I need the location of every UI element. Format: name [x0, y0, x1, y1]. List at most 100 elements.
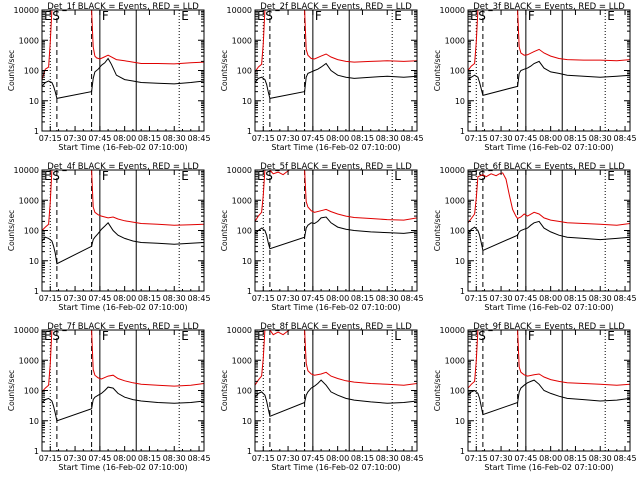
- x-tick-label: 08:45: [614, 134, 637, 143]
- x-tick-label: 08:15: [564, 294, 587, 303]
- y-tick-label: 100: [24, 227, 39, 236]
- event-marker-label: E: [44, 329, 52, 343]
- x-tick-label: 08:45: [188, 454, 211, 463]
- x-tick-label: 08:45: [614, 454, 637, 463]
- chart-title: Det_5f BLACK = Events, RED = LLD: [260, 162, 412, 172]
- x-axis-label: Start Time (16-Feb-02 07:10:00): [271, 143, 400, 152]
- y-tick-label: 1000: [232, 356, 252, 365]
- x-tick-label: 07:30: [64, 134, 87, 143]
- event-marker-label: F: [528, 329, 535, 343]
- lld-series-line: [42, 330, 204, 393]
- x-tick-label: 08:45: [188, 294, 211, 303]
- y-tick-label: 10: [455, 97, 465, 106]
- y-tick-label: 1000: [19, 196, 39, 205]
- lld-series-line: [468, 172, 630, 226]
- x-tick-label: 08:15: [564, 454, 587, 463]
- y-axis-label: Counts/sec: [433, 210, 442, 251]
- x-axis-label: Start Time (16-Feb-02 07:10:00): [271, 463, 400, 472]
- events-series-line: [255, 216, 417, 250]
- events-series-line: [42, 222, 204, 265]
- x-tick-label: 08:15: [351, 454, 374, 463]
- y-tick-label: 1: [460, 447, 465, 456]
- y-tick-label: 10: [242, 97, 252, 106]
- chart-title: Det_1f BLACK = Events, RED = LLD: [47, 2, 199, 12]
- y-tick-label: 1: [460, 287, 465, 296]
- x-tick-label: 08:00: [539, 454, 562, 463]
- y-tick-label: 100: [237, 387, 252, 396]
- y-axis-label: Counts/sec: [220, 370, 229, 411]
- event-marker-label: E: [394, 9, 402, 23]
- event-marker-label: S: [478, 329, 486, 343]
- x-tick-label: 08:15: [351, 294, 374, 303]
- y-tick-label: 10000: [440, 6, 465, 15]
- event-marker-label: L: [394, 169, 401, 183]
- y-tick-label: 1000: [445, 36, 465, 45]
- lld-series-line: [42, 170, 204, 231]
- x-tick-label: 08:45: [188, 134, 211, 143]
- x-tick-label: 07:45: [301, 454, 324, 463]
- x-tick-label: 07:30: [490, 454, 513, 463]
- x-tick-label: 08:30: [589, 294, 612, 303]
- x-tick-label: 07:15: [39, 454, 62, 463]
- events-series-line: [255, 379, 417, 417]
- event-marker-label: F: [528, 9, 535, 23]
- events-series-line: [468, 379, 630, 416]
- chart-title: Det_7f BLACK = Events, RED = LLD: [47, 322, 199, 332]
- event-marker-label: S: [478, 9, 486, 23]
- x-tick-label: 08:00: [326, 134, 349, 143]
- x-tick-label: 07:30: [277, 454, 300, 463]
- y-tick-label: 10: [29, 97, 39, 106]
- y-tick-label: 1: [34, 447, 39, 456]
- y-axis-label: Counts/sec: [220, 210, 229, 251]
- y-tick-label: 1000: [232, 36, 252, 45]
- event-marker-label: E: [470, 329, 478, 343]
- chart-title: Det_3f BLACK = Events, RED = LLD: [473, 2, 625, 12]
- event-marker-label: E: [470, 9, 478, 23]
- y-tick-label: 10000: [227, 6, 252, 15]
- event-marker-label: E: [607, 169, 615, 183]
- y-tick-label: 100: [237, 67, 252, 76]
- x-tick-label: 07:45: [514, 294, 537, 303]
- event-marker-label: F: [315, 9, 322, 23]
- x-tick-label: 08:30: [589, 454, 612, 463]
- chart-title: Det_9f BLACK = Events, RED = LLD: [473, 322, 625, 332]
- x-tick-label: 08:15: [138, 134, 161, 143]
- events-series-line: [468, 220, 630, 252]
- y-tick-label: 10000: [227, 326, 252, 335]
- event-marker-label: E: [607, 9, 615, 23]
- lld-series-line: [42, 10, 204, 80]
- y-axis-label: Counts/sec: [7, 210, 16, 251]
- x-axis-label: Start Time (16-Feb-02 07:10:00): [484, 463, 613, 472]
- y-axis-label: Counts/sec: [7, 370, 16, 411]
- lld-series-line: [468, 10, 630, 71]
- x-tick-label: 08:15: [138, 294, 161, 303]
- x-tick-label: 07:15: [465, 134, 488, 143]
- y-tick-label: 10000: [440, 166, 465, 175]
- x-tick-label: 08:45: [401, 134, 424, 143]
- event-marker-label: E: [470, 169, 478, 183]
- chart-title: Det_2f BLACK = Events, RED = LLD: [260, 2, 412, 12]
- y-tick-label: 10000: [14, 326, 39, 335]
- y-tick-label: 10000: [14, 6, 39, 15]
- x-tick-label: 07:30: [490, 134, 513, 143]
- x-tick-label: 08:30: [376, 454, 399, 463]
- x-tick-label: 07:45: [88, 454, 111, 463]
- x-tick-label: 07:45: [301, 294, 324, 303]
- x-tick-label: 08:30: [163, 454, 186, 463]
- x-tick-label: 08:30: [376, 294, 399, 303]
- y-tick-label: 1: [460, 127, 465, 136]
- x-tick-label: 08:45: [401, 454, 424, 463]
- event-marker-label: F: [102, 169, 109, 183]
- y-axis-label: Counts/sec: [433, 50, 442, 91]
- x-tick-label: 07:30: [490, 294, 513, 303]
- y-tick-label: 100: [450, 387, 465, 396]
- x-tick-label: 07:15: [252, 294, 275, 303]
- lld-series-line: [255, 10, 417, 73]
- chart-title: Det_4f BLACK = Events, RED = LLD: [47, 162, 199, 172]
- y-tick-label: 10: [29, 417, 39, 426]
